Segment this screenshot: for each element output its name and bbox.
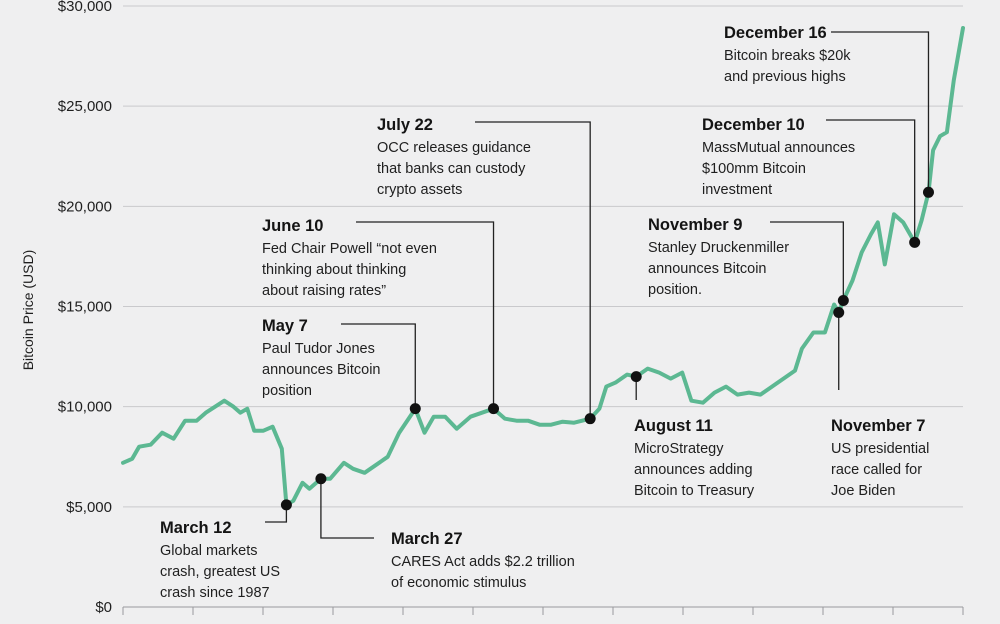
annotation-markers — [280, 186, 934, 511]
marker-4 — [584, 413, 596, 425]
annotation-title-7: November 9 — [648, 216, 742, 234]
y-axis-label: Bitcoin Price (USD) — [20, 250, 36, 371]
annotation-text-3-2: about raising rates” — [262, 283, 386, 299]
leader-8 — [826, 119, 916, 243]
marker-0 — [280, 499, 292, 511]
leader-2 — [341, 323, 416, 409]
leader-7 — [770, 221, 844, 301]
marker-1 — [315, 473, 327, 485]
annotation-title-6: November 7 — [831, 417, 925, 435]
annotation-labels: March 12 Global markets crash, greatest US… — [160, 24, 929, 601]
annotation-text-9-0: Bitcoin breaks $20k — [724, 48, 851, 64]
annotation-title-5: August 11 — [634, 417, 713, 435]
annotation-4: July 22 OCC releases guidance that banks c… — [377, 116, 531, 198]
marker-3 — [488, 403, 500, 415]
y-tick-label-3: $15,000 — [58, 299, 112, 316]
annotation-text-0-2: crash since 1987 — [160, 585, 270, 601]
annotation-text-7-1: announces Bitcoin — [648, 261, 767, 277]
x-axis — [122, 606, 964, 615]
annotation-9: December 16 Bitcoin breaks $20k and previo… — [724, 24, 851, 85]
annotation-text-2-2: position — [262, 383, 312, 399]
annotation-8: December 10 MassMutual announces $100mm Bi… — [702, 116, 855, 198]
annotation-title-1: March 27 — [391, 530, 463, 548]
annotation-text-5-1: announces adding — [634, 462, 753, 478]
y-tick-label-2: $10,000 — [58, 399, 112, 416]
annotation-0: March 12 Global markets crash, greatest US… — [160, 519, 280, 601]
annotation-5: August 11 MicroStrategy announces adding Bi… — [634, 417, 755, 499]
price-series-line — [121, 26, 965, 507]
annotation-text-6-2: Joe Biden — [831, 483, 896, 499]
marker-9 — [922, 186, 934, 198]
annotation-text-1-0: CARES Act adds $2.2 trillion — [391, 554, 575, 570]
marker-5 — [630, 371, 642, 383]
annotation-text-8-0: MassMutual announces — [702, 140, 855, 156]
annotation-text-7-2: position. — [648, 282, 702, 298]
annotation-6: November 7 US presidential race called for… — [831, 417, 929, 499]
annotation-title-3: June 10 — [262, 217, 323, 235]
y-tick-label-1: $5,000 — [66, 499, 112, 516]
leader-3 — [356, 221, 495, 409]
leader-4 — [475, 121, 591, 419]
annotation-2: May 7 Paul Tudor Jones announces Bitcoin po… — [262, 317, 381, 399]
y-tick-label-5: $25,000 — [58, 98, 112, 115]
y-tick-label-0: $0 — [95, 599, 112, 616]
annotation-text-9-1: and previous highs — [724, 69, 846, 85]
annotation-title-2: May 7 — [262, 317, 308, 335]
annotation-text-4-2: crypto assets — [377, 182, 462, 198]
annotation-text-8-2: investment — [702, 182, 772, 198]
leader-9 — [831, 31, 930, 193]
annotation-text-2-0: Paul Tudor Jones — [262, 341, 375, 357]
annotation-text-3-0: Fed Chair Powell “not even — [262, 241, 437, 257]
annotation-text-5-2: Bitcoin to Treasury — [634, 483, 755, 499]
leader-0 — [265, 504, 288, 523]
annotation-title-9: December 16 — [724, 24, 827, 42]
marker-7 — [837, 294, 849, 306]
annotation-title-0: March 12 — [160, 519, 232, 537]
leader-1 — [320, 478, 374, 539]
annotation-title-8: December 10 — [702, 116, 805, 134]
annotation-text-4-1: that banks can custody — [377, 161, 526, 177]
marker-2 — [409, 403, 421, 415]
y-tick-label-6: $30,000 — [58, 0, 112, 15]
annotation-text-0-0: Global markets — [160, 543, 258, 559]
annotation-text-8-1: $100mm Bitcoin — [702, 161, 806, 177]
annotation-text-0-1: crash, greatest US — [160, 564, 280, 580]
annotation-title-4: July 22 — [377, 116, 433, 134]
annotation-text-5-0: MicroStrategy — [634, 441, 724, 457]
y-axis-ticks: $0 $5,000 $10,000 $15,000 $20,000 $25,000 $30,… — [58, 0, 112, 616]
annotation-text-3-1: thinking about thinking — [262, 262, 406, 278]
annotation-text-6-1: race called for — [831, 462, 922, 478]
annotation-text-6-0: US presidential — [831, 441, 929, 457]
annotation-1: March 27 CARES Act adds $2.2 trillion of e… — [391, 530, 575, 591]
annotation-7: November 9 Stanley Druckenmiller announces… — [648, 216, 789, 298]
annotation-text-1-1: of economic stimulus — [391, 575, 526, 591]
marker-6 — [833, 307, 845, 319]
annotation-text-4-0: OCC releases guidance — [377, 140, 531, 156]
annotation-text-2-1: announces Bitcoin — [262, 362, 381, 378]
y-tick-label-4: $20,000 — [58, 198, 112, 215]
annotation-leaders — [265, 31, 930, 539]
annotation-3: June 10 Fed Chair Powell “not even thinkin… — [262, 217, 437, 299]
annotation-text-7-0: Stanley Druckenmiller — [648, 240, 789, 256]
gridlines — [123, 5, 963, 508]
marker-8 — [909, 236, 921, 248]
